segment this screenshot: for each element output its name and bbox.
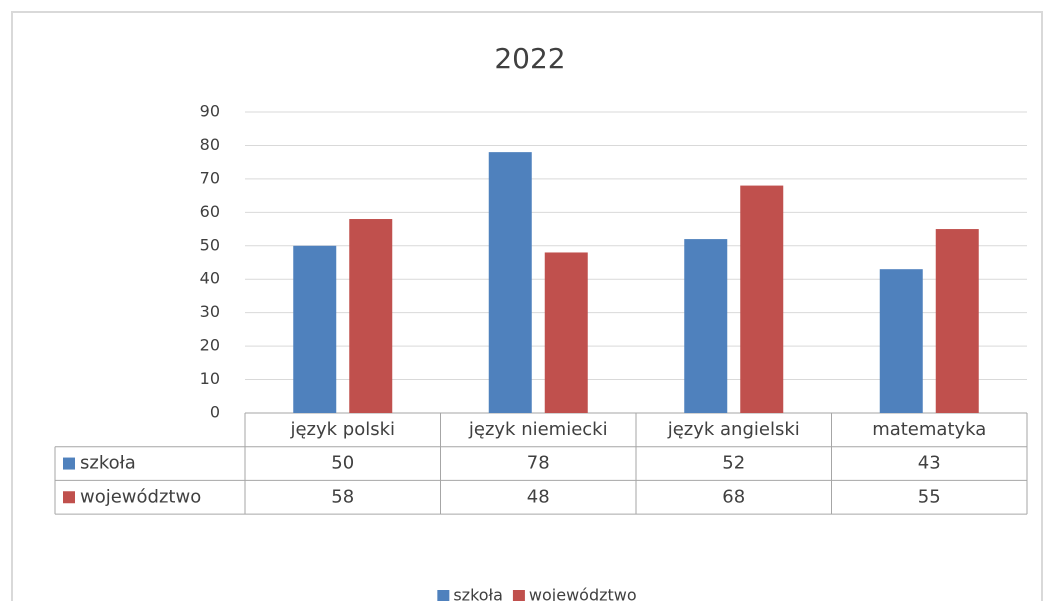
table-value: 52 <box>722 453 745 474</box>
table-legend-key <box>63 491 75 504</box>
y-tick-label: 10 <box>200 369 220 388</box>
table-series-name: szkoła <box>80 453 136 474</box>
legend-key <box>437 590 450 601</box>
table-value: 50 <box>331 453 354 474</box>
bar <box>935 229 979 413</box>
chart-border <box>11 11 1043 601</box>
y-tick-label: 0 <box>210 403 220 422</box>
bar <box>349 219 393 413</box>
x-tick-label: matematyka <box>872 419 986 440</box>
bar <box>544 252 588 413</box>
y-tick-label: 30 <box>200 302 220 321</box>
table-series-name: województwo <box>80 486 201 507</box>
legend-label: szkoła <box>453 586 503 601</box>
y-tick-label: 60 <box>200 202 220 221</box>
y-tick-label: 40 <box>200 269 220 288</box>
x-tick-label: język niemiecki <box>468 419 608 440</box>
bar <box>740 185 784 413</box>
chart-title: 2022 <box>494 42 565 75</box>
legend-label: województwo <box>529 586 637 601</box>
y-tick-label: 90 <box>200 102 220 121</box>
x-tick-label: język angielski <box>667 419 800 440</box>
bar <box>293 245 337 413</box>
table-value: 55 <box>918 486 941 507</box>
bar <box>684 239 728 413</box>
legend-key <box>512 590 525 601</box>
bar <box>879 269 923 413</box>
y-tick-label: 50 <box>200 235 220 254</box>
y-tick-label: 70 <box>200 168 220 187</box>
x-tick-label: język polski <box>289 419 395 440</box>
bar <box>488 152 532 413</box>
table-value: 68 <box>722 486 745 507</box>
table-value: 43 <box>918 453 941 474</box>
legend: szkoła województwo <box>437 586 637 601</box>
table-legend-key <box>63 457 75 470</box>
table-value: 78 <box>527 453 550 474</box>
y-tick-label: 80 <box>200 135 220 154</box>
y-tick-label: 20 <box>200 336 220 355</box>
table-value: 48 <box>527 486 550 507</box>
table-value: 58 <box>331 486 354 507</box>
